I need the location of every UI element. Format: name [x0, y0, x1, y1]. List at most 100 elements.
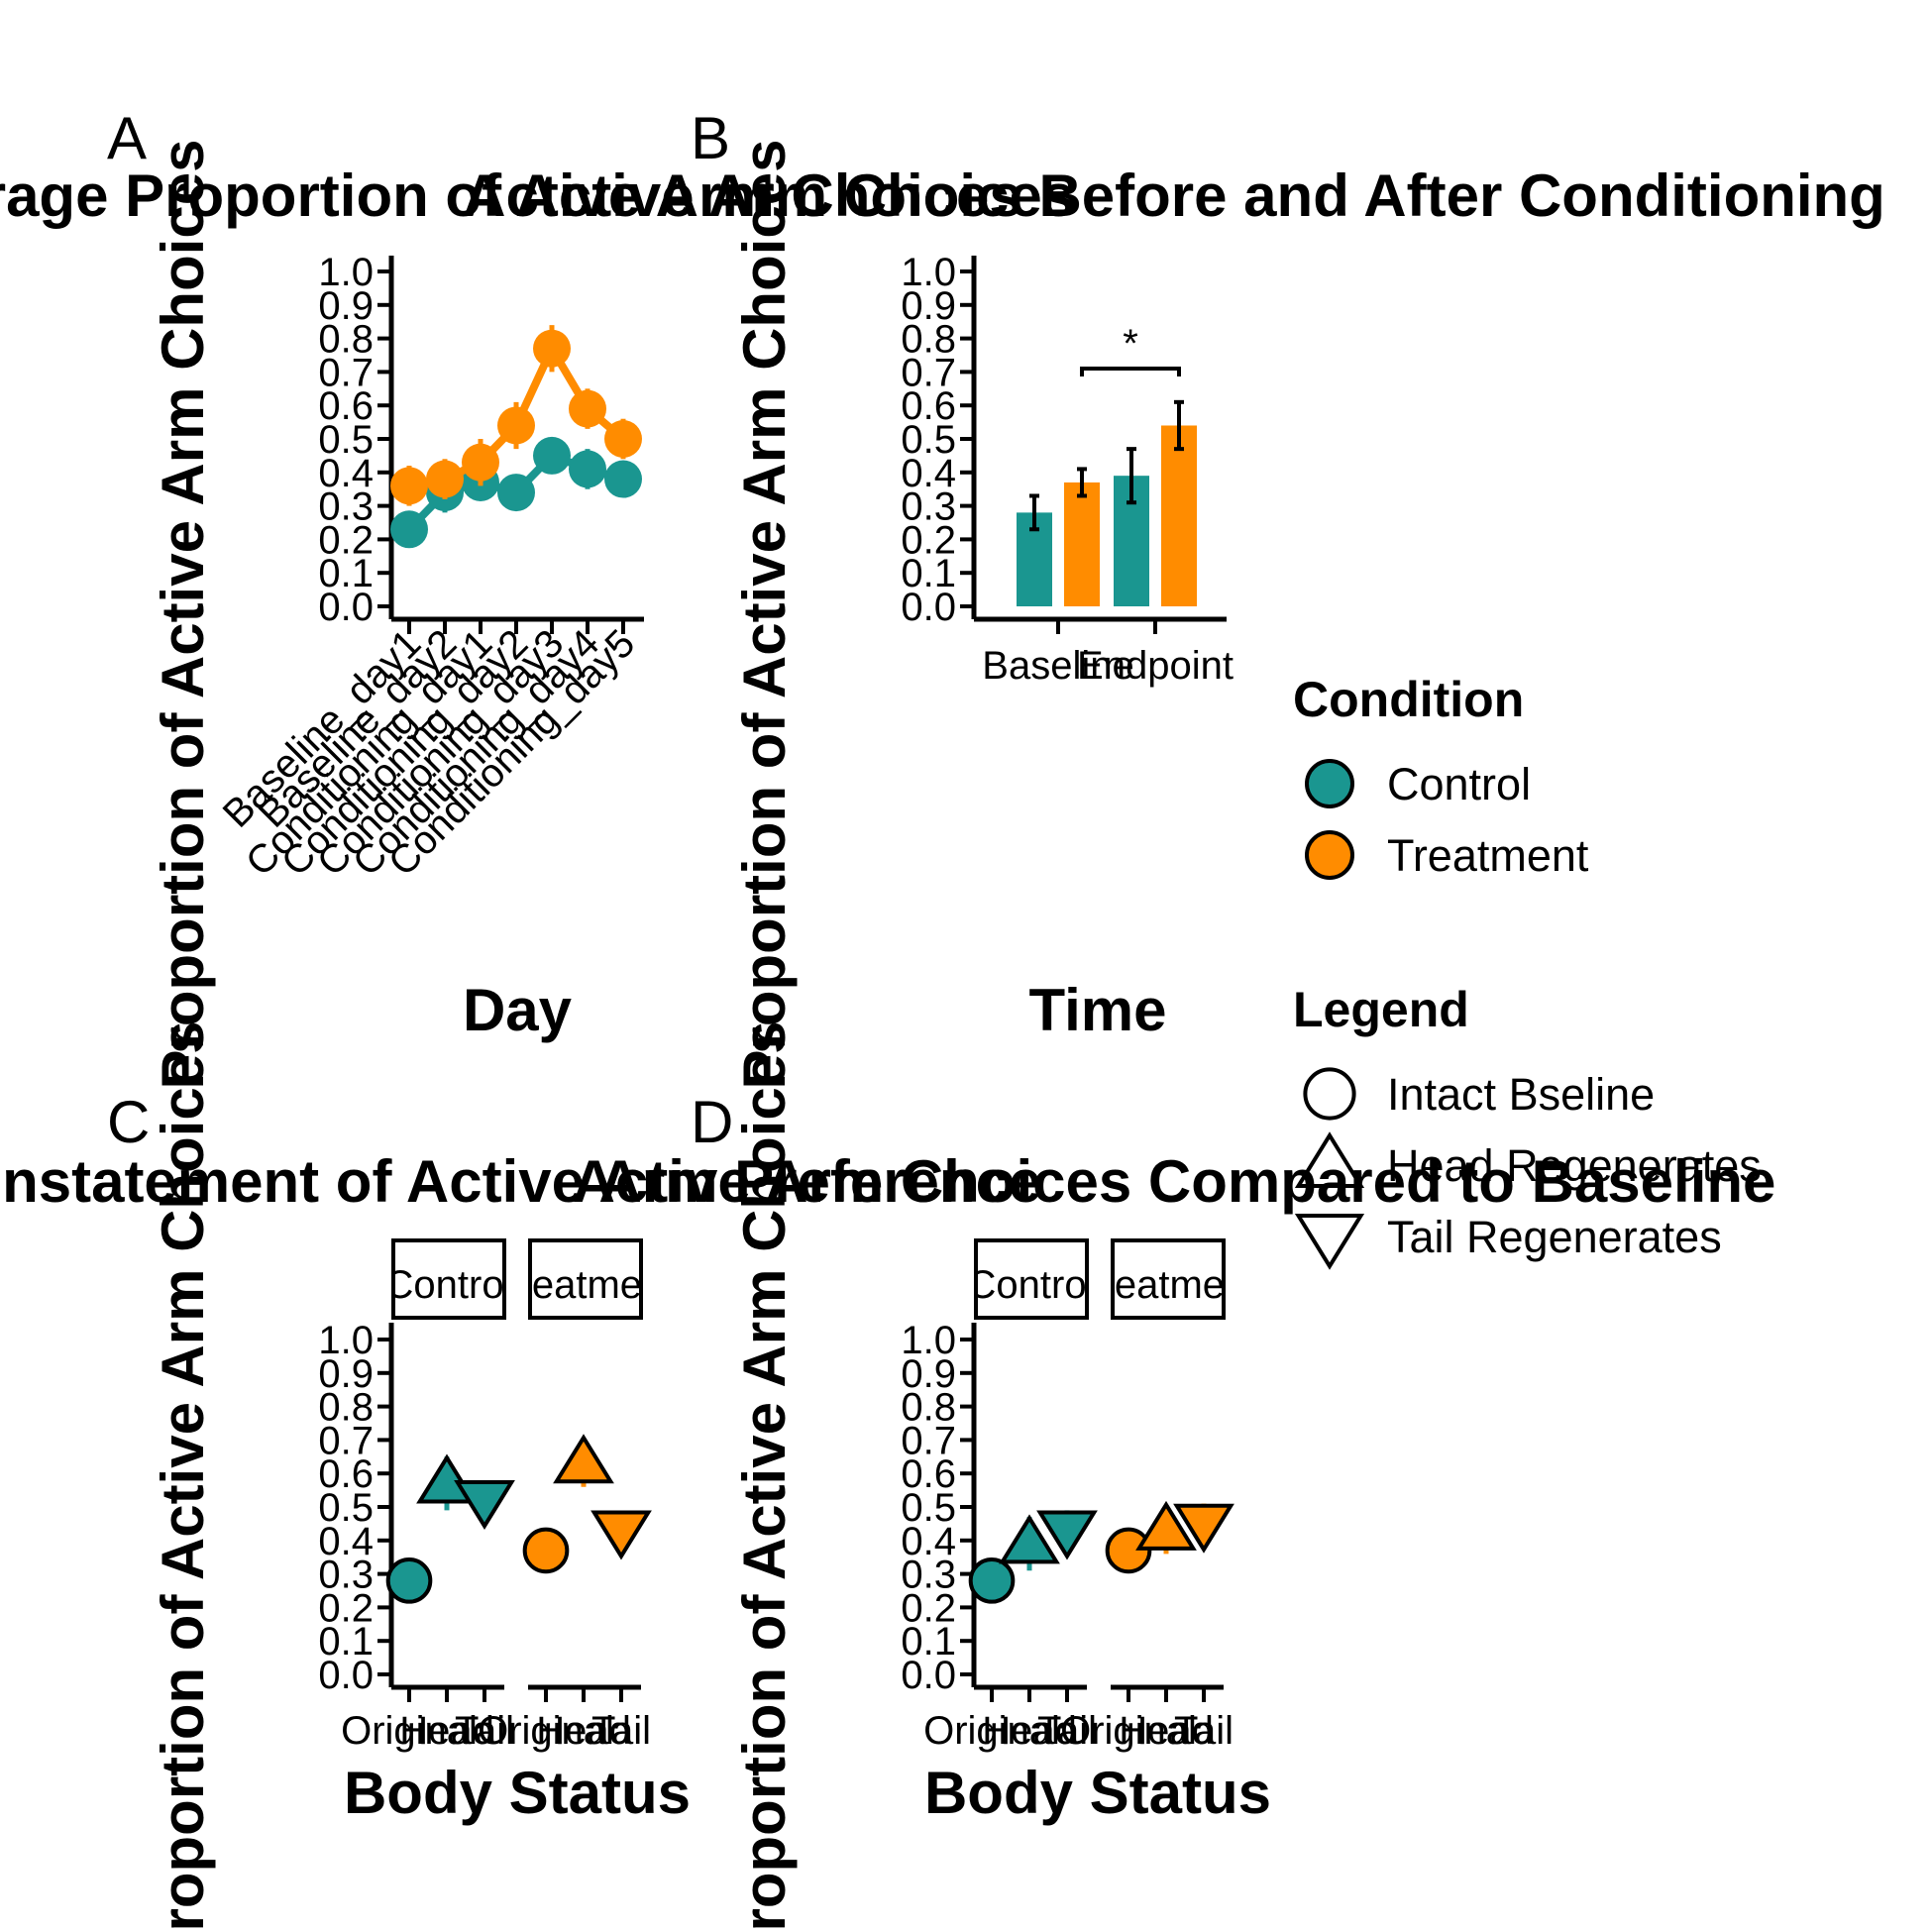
data-point — [999, 1514, 1060, 1564]
y-tick-label: 0.9 — [318, 284, 374, 328]
y-tick-label: 0.9 — [901, 284, 956, 328]
significance-bracket — [1080, 367, 1181, 377]
bar — [1064, 482, 1100, 606]
panel-letter: A — [107, 105, 147, 171]
legend-item-label: Control — [1387, 759, 1531, 809]
legend-key-control — [1305, 759, 1354, 808]
y-tick-label: 0.0 — [901, 586, 956, 629]
data-point — [604, 420, 642, 458]
y-tick-label: 0.4 — [901, 452, 956, 495]
x-tick-label: Head — [399, 1709, 494, 1753]
data-point — [390, 510, 428, 549]
x-tick-label: Original — [923, 1709, 1060, 1753]
x-tick-label: Head — [982, 1709, 1077, 1753]
x-tick-label: Tail — [591, 1709, 651, 1753]
facet-strip — [1111, 1238, 1226, 1320]
x-tick-label: Tail — [1174, 1709, 1234, 1753]
legend-condition-title: Condition — [1293, 672, 1524, 727]
x-tick-label: Tail — [455, 1709, 514, 1753]
y-axis-title: Proportion of Active Arm Choices — [150, 139, 216, 1089]
x-tick-label: Head — [536, 1709, 631, 1753]
legend-shape-title: Legend — [1293, 982, 1469, 1037]
y-tick-label: 0.1 — [901, 1620, 956, 1664]
facet-strip — [391, 1238, 506, 1320]
facet-strip-label: Treatment — [1079, 1263, 1258, 1307]
legend: Condition Control Treatment Legend Intact Bs… — [1293, 672, 1762, 1270]
data-point — [569, 450, 606, 488]
x-tick-label: Original — [341, 1709, 478, 1753]
y-tick-label: 1.0 — [318, 1319, 374, 1362]
y-tick-label: 0.6 — [901, 384, 956, 428]
y-tick-label: 0.6 — [318, 1452, 374, 1496]
y-tick-label: 0.2 — [318, 518, 374, 562]
y-tick-label: 0.0 — [318, 1654, 374, 1697]
x-axis-title: Time — [1029, 977, 1167, 1043]
x-tick-label: Original — [1060, 1709, 1197, 1753]
y-tick-label: 0.3 — [901, 1554, 956, 1597]
y-tick-label: 0.2 — [318, 1586, 374, 1630]
x-axis-title: Body Status — [344, 1760, 691, 1826]
y-tick-label: 0.1 — [318, 552, 374, 595]
x-tick-label: Original — [478, 1709, 614, 1753]
legend-key-shape — [1303, 1067, 1356, 1121]
y-tick-label: 0.4 — [318, 1520, 374, 1563]
data-point — [533, 436, 571, 475]
data-point — [426, 460, 464, 498]
y-tick-label: 0.8 — [318, 318, 374, 362]
y-tick-label: 0.3 — [901, 485, 956, 529]
y-tick-label: 1.0 — [901, 1319, 956, 1362]
y-tick-label: 0.7 — [901, 351, 956, 394]
data-point — [590, 1510, 652, 1560]
data-point — [604, 460, 642, 498]
y-tick-label: 0.6 — [318, 384, 374, 428]
x-tick-label: Head — [1119, 1709, 1214, 1753]
x-tick-label: Endpoint — [1077, 644, 1234, 688]
y-tick-label: 0.4 — [901, 1520, 956, 1563]
y-tick-label: 0.1 — [901, 552, 956, 595]
y-axis-title: Proportion of Active Arm Choices — [731, 139, 798, 1089]
data-point — [1036, 1510, 1098, 1560]
panel-title: Average Proportion of Active Arm Choices — [0, 162, 1075, 229]
y-tick-label: 0.7 — [318, 1419, 374, 1462]
y-tick-label: 0.7 — [901, 1419, 956, 1462]
panel-letter: B — [691, 105, 730, 171]
y-tick-label: 1.0 — [901, 251, 956, 294]
legend-item-label: Intact Bseline — [1387, 1069, 1655, 1120]
y-tick-label: 1.0 — [318, 251, 374, 294]
legend-item-label: Head Regenerates — [1387, 1140, 1762, 1191]
y-tick-label: 0.0 — [901, 1654, 956, 1697]
data-point — [497, 406, 535, 445]
data-point — [1105, 1527, 1152, 1574]
facet-strip — [974, 1238, 1089, 1320]
data-point — [454, 1480, 515, 1531]
y-tick-label: 0.0 — [318, 586, 374, 629]
data-point — [385, 1557, 433, 1604]
data-point — [569, 389, 606, 428]
y-tick-label: 0.2 — [901, 518, 956, 562]
y-tick-label: 0.3 — [318, 485, 374, 529]
y-tick-label: 0.5 — [901, 1486, 956, 1530]
facet-strip — [528, 1238, 643, 1320]
bar — [1161, 425, 1197, 606]
data-point — [1173, 1503, 1234, 1554]
x-tick-label: Baseline — [982, 644, 1133, 688]
y-tick-label: 0.7 — [318, 351, 374, 394]
x-axis-title: Day — [463, 977, 573, 1043]
legend-key-shape — [1294, 1131, 1365, 1188]
y-tick-label: 0.4 — [318, 452, 374, 495]
data-point — [968, 1557, 1016, 1604]
significance-star: * — [1123, 322, 1138, 366]
facet-strip-label: Control — [385, 1263, 513, 1307]
y-tick-label: 0.9 — [318, 1352, 374, 1396]
x-axis-title: Body Status — [924, 1760, 1271, 1826]
facet-strip-label: Treatment — [496, 1263, 676, 1307]
panel-title: Active Arm Choices Before and After Cond… — [463, 162, 1885, 229]
data-point — [553, 1434, 614, 1484]
y-tick-label: 0.8 — [901, 1386, 956, 1430]
legend-key-shape — [1294, 1214, 1365, 1270]
y-tick-label: 0.9 — [901, 1352, 956, 1396]
data-point — [1135, 1500, 1197, 1551]
y-axis-title: Proportion of Active Arm Choices — [150, 1020, 216, 1932]
y-tick-label: 0.2 — [901, 1586, 956, 1630]
